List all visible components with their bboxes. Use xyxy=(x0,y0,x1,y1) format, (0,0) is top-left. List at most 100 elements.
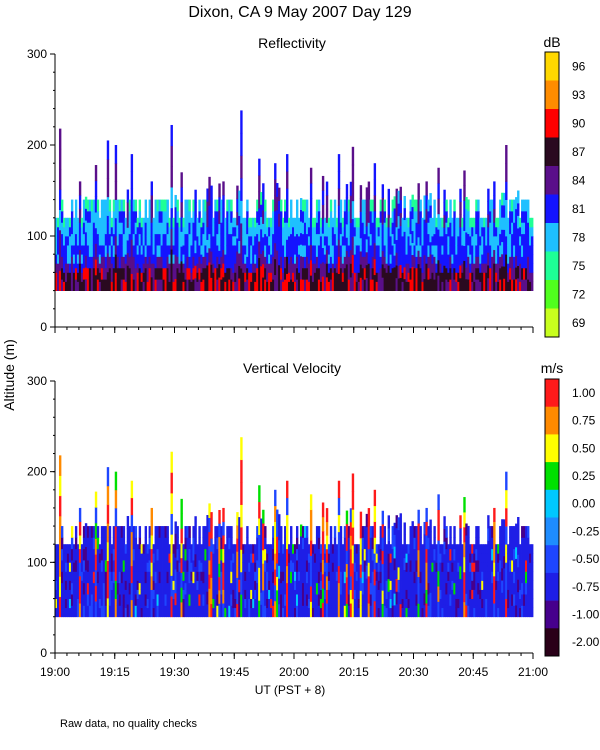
data-cell xyxy=(451,245,454,255)
data-cell xyxy=(64,281,68,291)
data-cell xyxy=(182,272,185,282)
data-cell xyxy=(142,263,146,273)
data-cell xyxy=(208,517,211,533)
data-cell xyxy=(449,210,452,223)
data-cell xyxy=(108,267,112,280)
data-cell xyxy=(499,560,502,572)
data-cell xyxy=(290,560,293,572)
data-cell xyxy=(303,560,307,572)
data-cell xyxy=(188,560,191,572)
data-cell xyxy=(148,233,151,246)
data-cell xyxy=(515,197,518,210)
data-cell xyxy=(395,201,398,215)
data-cell xyxy=(138,537,142,550)
data-cell xyxy=(66,589,70,599)
data-cell xyxy=(529,263,532,273)
data-cell xyxy=(180,201,183,218)
data-cell xyxy=(138,233,142,246)
data-cell xyxy=(72,263,76,273)
data-cell xyxy=(250,553,253,563)
data-cell xyxy=(134,210,138,223)
data-cell xyxy=(461,580,464,590)
data-cell xyxy=(445,222,448,235)
data-cell xyxy=(413,560,416,572)
data-cell xyxy=(100,199,104,212)
data-cell xyxy=(118,222,122,235)
data-cell xyxy=(216,267,219,280)
data-cell xyxy=(407,217,410,228)
data-cell xyxy=(487,252,490,266)
data-cell xyxy=(511,245,514,257)
data-cell xyxy=(202,222,205,235)
data-cell xyxy=(254,272,257,282)
data-cell xyxy=(329,199,333,212)
data-cell xyxy=(292,281,295,291)
data-cell xyxy=(303,210,307,223)
data-cell xyxy=(371,526,375,538)
data-cell xyxy=(148,594,151,606)
data-cell xyxy=(351,473,355,492)
data-cell xyxy=(299,209,303,222)
data-cell xyxy=(323,263,327,273)
data-cell xyxy=(325,263,329,278)
data-cell xyxy=(459,604,462,618)
data-cell xyxy=(280,594,283,606)
data-cell xyxy=(357,272,361,282)
data-cell xyxy=(212,598,215,609)
colorbar: 1.000.750.500.250.00-0.25-0.50-0.75-1.00… xyxy=(544,378,600,657)
data-cell xyxy=(399,513,402,527)
data-cell xyxy=(158,256,161,269)
data-cell xyxy=(405,245,408,255)
data-cell xyxy=(327,607,331,618)
data-cell xyxy=(457,217,460,228)
data-cell xyxy=(202,605,205,618)
data-cell xyxy=(190,598,193,609)
data-cell xyxy=(333,548,337,561)
data-cell xyxy=(369,526,373,538)
data-cell xyxy=(176,605,179,618)
data-cell xyxy=(88,222,92,235)
data-cell xyxy=(120,582,124,595)
data-cell xyxy=(106,159,110,179)
data-cell xyxy=(64,245,68,255)
data-cell xyxy=(525,233,528,246)
data-cell xyxy=(489,256,492,269)
data-cell xyxy=(170,228,173,250)
data-cell xyxy=(74,548,78,561)
data-cell xyxy=(457,562,460,572)
data-cell xyxy=(373,489,377,507)
data-cell xyxy=(268,272,271,282)
data-cell xyxy=(70,199,74,212)
data-cell xyxy=(56,263,60,273)
data-cell xyxy=(126,214,130,228)
data-cell xyxy=(190,562,193,572)
data-cell xyxy=(507,607,510,618)
data-cell xyxy=(282,245,285,255)
data-cell xyxy=(184,210,187,223)
data-cell xyxy=(154,582,157,595)
data-cell xyxy=(447,580,450,590)
data-cell xyxy=(62,607,66,618)
data-cell xyxy=(403,534,406,547)
data-cell xyxy=(196,272,199,282)
data-cell xyxy=(88,245,92,257)
data-cell xyxy=(232,562,235,572)
data-cell xyxy=(272,571,275,584)
data-cell xyxy=(477,560,480,572)
data-cell xyxy=(415,199,418,212)
data-cell xyxy=(475,199,478,212)
data-cell xyxy=(112,279,116,292)
data-cell xyxy=(184,594,187,606)
data-cell xyxy=(212,589,215,599)
data-cell xyxy=(150,249,153,264)
data-cell xyxy=(206,214,209,228)
data-cell xyxy=(509,560,512,572)
data-cell xyxy=(154,210,157,223)
data-cell xyxy=(399,238,402,253)
data-cell xyxy=(493,276,496,291)
data-cell xyxy=(110,607,114,618)
data-cell xyxy=(142,272,146,282)
data-cell xyxy=(523,267,526,280)
data-cell xyxy=(353,571,357,581)
data-cell xyxy=(168,580,171,590)
